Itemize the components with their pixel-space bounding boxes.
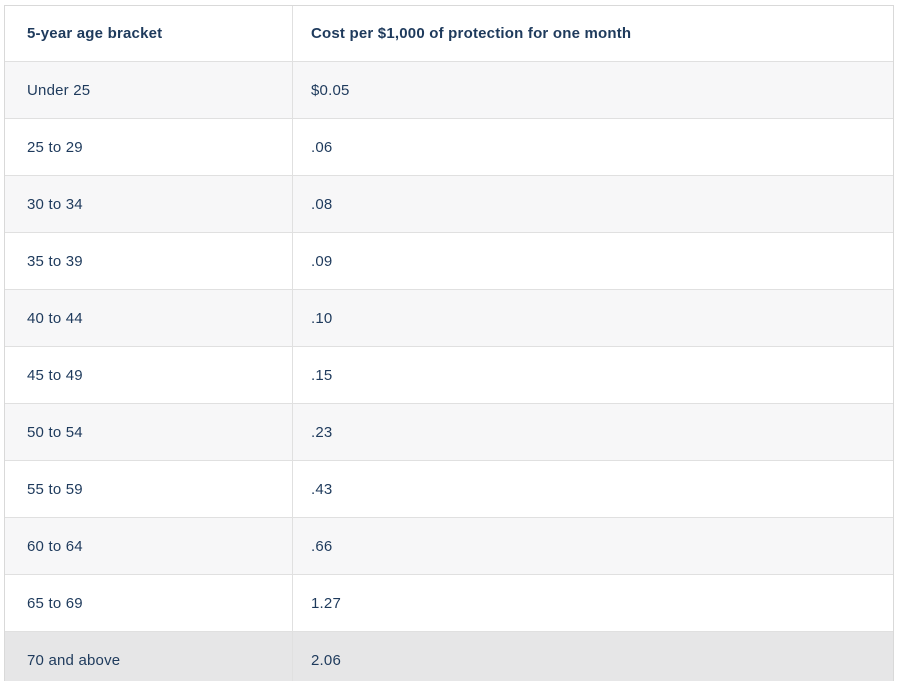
cost-cell: 1.27	[311, 594, 341, 612]
age-bracket-cell: 30 to 34	[5, 176, 293, 232]
cost-column-header: Cost per $1,000 of protection for one mo…	[311, 25, 632, 42]
age-bracket-cell: 70 and above	[5, 632, 293, 681]
age-bracket-cell: Under 25	[5, 62, 293, 118]
cost-cell: 2.06	[311, 651, 341, 669]
table-row: 60 to 64 .66	[5, 517, 893, 574]
table-row: 70 and above 2.06	[5, 631, 893, 681]
table-row: 65 to 69 1.27	[5, 574, 893, 631]
table-body: Under 25 $0.05 25 to 29 .06 30 to 34 .08 35 to…	[5, 61, 893, 681]
table-row: 55 to 59 .43	[5, 460, 893, 517]
table-row: 45 to 49 .15	[5, 346, 893, 403]
cost-cell: .09	[311, 252, 333, 270]
table-row: 30 to 34 .08	[5, 175, 893, 232]
age-bracket-cell: 65 to 69	[5, 575, 293, 631]
age-bracket-cell: 45 to 49	[5, 347, 293, 403]
table-row: Under 25 $0.05	[5, 61, 893, 118]
cost-cell: $0.05	[311, 81, 350, 99]
age-bracket-cell: 25 to 29	[5, 119, 293, 175]
age-bracket-cell: 55 to 59	[5, 461, 293, 517]
age-bracket-column-header: 5-year age bracket	[5, 6, 293, 61]
table-row: 50 to 54 .23	[5, 403, 893, 460]
cost-cell: .10	[311, 309, 333, 327]
age-bracket-cell: 40 to 44	[5, 290, 293, 346]
cost-cell: .66	[311, 537, 333, 555]
table-header-row: 5-year age bracket Cost per $1,000 of pr…	[5, 6, 893, 61]
table-row: 35 to 39 .09	[5, 232, 893, 289]
cost-cell: .08	[311, 195, 333, 213]
table-row: 40 to 44 .10	[5, 289, 893, 346]
cost-cell: .23	[311, 423, 333, 441]
cost-cell: .43	[311, 480, 333, 498]
age-bracket-cell: 35 to 39	[5, 233, 293, 289]
cost-table: 5-year age bracket Cost per $1,000 of pr…	[4, 5, 894, 681]
age-bracket-cell: 60 to 64	[5, 518, 293, 574]
cost-cell: .15	[311, 366, 333, 384]
cost-cell: .06	[311, 138, 333, 156]
table-row: 25 to 29 .06	[5, 118, 893, 175]
age-bracket-cell: 50 to 54	[5, 404, 293, 460]
